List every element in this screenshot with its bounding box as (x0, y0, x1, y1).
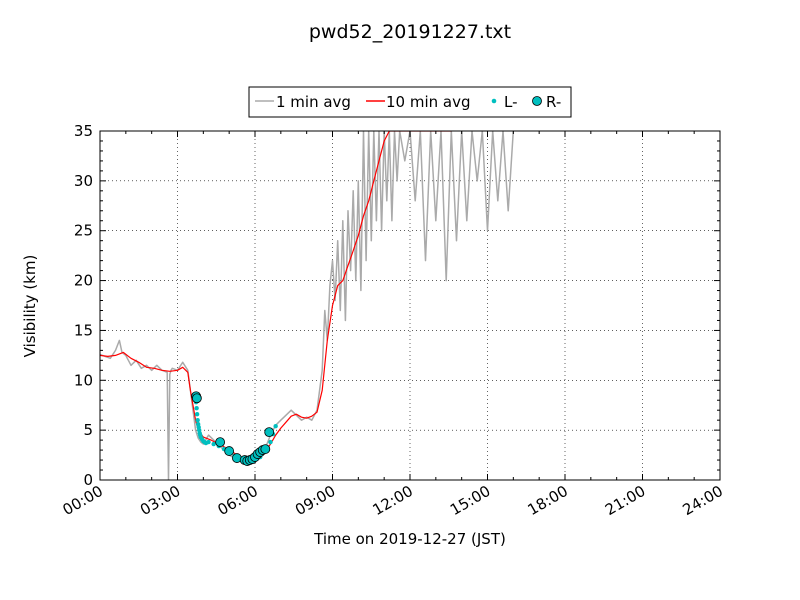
marker-r (260, 444, 271, 454)
y-tick-label: 10 (74, 371, 93, 389)
point-l (194, 406, 199, 411)
marker-r (215, 437, 226, 448)
legend-swatch-l (491, 98, 497, 104)
y-tick-label: 5 (83, 421, 93, 439)
marker-r (264, 427, 275, 438)
point-l (206, 439, 211, 445)
marker-r (224, 446, 235, 456)
chart-title: pwd52_20191227.txt (309, 21, 511, 43)
y-tick-label: 30 (74, 172, 93, 190)
point-l (194, 411, 200, 417)
series-line-10-min-avg (100, 131, 452, 461)
point-l (195, 417, 200, 423)
point-l (268, 439, 273, 445)
legend-label-r: R- (546, 93, 561, 111)
legend-swatch-r (532, 96, 542, 106)
y-tick-label: 15 (74, 321, 93, 339)
point-l (273, 423, 278, 429)
marker-r (191, 393, 202, 404)
y-tick-label: 25 (74, 222, 93, 240)
series-line-1-min-avg (100, 131, 515, 480)
grid-layer (100, 131, 720, 480)
point-l (211, 441, 216, 447)
legend: 1 min avg 10 min avg L- R- (248, 86, 572, 118)
y-tick-label: 20 (74, 272, 93, 290)
x-axis-label: Time on 2019-12-27 (JST) (313, 530, 506, 548)
series-layer (100, 131, 515, 480)
y-tick-label: 35 (74, 122, 93, 140)
legend-frame (248, 86, 572, 118)
y-axis-label: Visibility (km) (21, 255, 39, 358)
legend-label-l: L- (504, 93, 518, 111)
legend-label-10min: 10 min avg (386, 93, 471, 111)
legend-label-1min: 1 min avg (276, 93, 351, 111)
y-tick-label: 0 (83, 471, 93, 489)
